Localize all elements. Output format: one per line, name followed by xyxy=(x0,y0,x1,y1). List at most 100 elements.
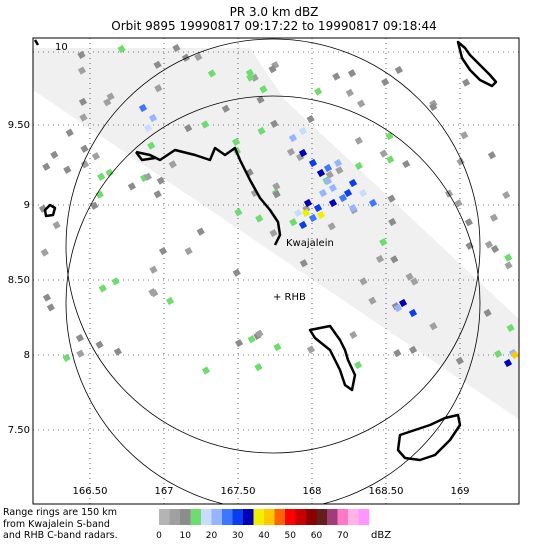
lon-tick-167: 167 xyxy=(154,486,173,497)
echo-pixel xyxy=(63,165,72,174)
range-ring-note-line3: and RHB C-band radars. xyxy=(3,530,118,541)
lat-tick-8.50: 8.50 xyxy=(8,275,30,286)
colorbar-swatch xyxy=(169,509,181,525)
echo-pixel xyxy=(328,198,338,208)
echo-pixel xyxy=(410,277,419,286)
echo-pixel xyxy=(97,172,106,181)
colorbar-tick-label: 50 xyxy=(285,531,297,541)
grid-lines xyxy=(33,38,519,504)
echo-pixel xyxy=(460,131,469,140)
echo-pixel xyxy=(95,340,104,349)
echo-pixel xyxy=(80,160,90,169)
echo-pixel xyxy=(354,360,363,370)
coastlines xyxy=(33,39,498,462)
echo-pixel xyxy=(105,168,114,177)
echo-pixel xyxy=(50,150,59,159)
colorbar-swatch xyxy=(295,509,307,525)
echo-pixel xyxy=(316,210,326,220)
echo-pixel xyxy=(52,221,61,230)
echo-pixel xyxy=(338,193,348,203)
colorbar-tick-label: 30 xyxy=(232,531,244,541)
colorbar-swatch xyxy=(285,509,296,525)
echo-pixel xyxy=(506,323,515,333)
echo-pixel xyxy=(454,199,463,208)
echo-pixel xyxy=(273,343,282,352)
echo-pixel xyxy=(343,188,353,198)
echo-pixel xyxy=(306,114,315,124)
echo-pixel xyxy=(62,353,71,363)
echo-pixel xyxy=(301,208,311,218)
echo-pixel xyxy=(245,68,255,77)
echo-pixel xyxy=(368,296,377,305)
echo-pixel xyxy=(42,162,51,171)
echo-pixel xyxy=(42,293,52,302)
echo-pixel xyxy=(503,358,513,368)
lon-tick-168.50: 168.50 xyxy=(369,486,404,497)
echo-pixel xyxy=(348,203,358,213)
echo-pixel xyxy=(303,198,313,208)
echo-pixel xyxy=(207,69,217,78)
echo-pixel xyxy=(269,228,278,238)
echo-pixel xyxy=(143,123,153,133)
colorbar-swatch xyxy=(180,509,191,525)
echo-pixel xyxy=(153,190,162,199)
echo-pixel xyxy=(394,65,403,75)
lat-tick-9: 9 xyxy=(24,200,30,211)
echo-pixel xyxy=(254,363,263,372)
echo-pixel xyxy=(489,213,499,222)
echo-pixel xyxy=(78,97,88,106)
echo-pixel xyxy=(259,85,268,94)
echo-pixel xyxy=(347,69,357,78)
echo-pixel xyxy=(318,188,328,198)
echo-pixel xyxy=(402,159,411,169)
echo-pixel xyxy=(168,160,177,169)
echo-pixel xyxy=(154,84,163,93)
echo-pixel xyxy=(184,247,193,256)
echo-pixel xyxy=(393,349,402,358)
echo-pixel xyxy=(255,329,264,338)
dbz-colorbar xyxy=(159,509,370,525)
echo-pixel xyxy=(298,220,308,230)
echo-pixel xyxy=(504,253,513,262)
lon-tick-166.50: 166.50 xyxy=(73,486,108,497)
echo-pixel xyxy=(375,254,385,264)
lon-tick-167.50: 167.50 xyxy=(221,486,256,497)
echo-pixel xyxy=(153,60,162,69)
colorbar-tick-label: 0 xyxy=(156,531,162,541)
orbit-subtitle: Orbit 9895 19990817 09:17:22 to 19990817… xyxy=(111,19,437,33)
echo-pixel xyxy=(231,137,241,146)
wotho-atoll xyxy=(456,40,498,88)
echo-pixel xyxy=(106,92,115,101)
echo-pixel xyxy=(487,151,497,160)
colorbar-swatch xyxy=(358,509,370,525)
echo-pixel xyxy=(148,113,158,123)
echo-pixel xyxy=(325,170,334,179)
kwajalein-label: Kwajalein xyxy=(286,238,334,249)
colorbar-swatch xyxy=(232,509,244,525)
kwajalein-atoll xyxy=(135,146,282,246)
echo-pixel xyxy=(288,133,298,143)
namu-atoll xyxy=(396,413,462,462)
rhb-label: + RHB xyxy=(273,292,306,303)
echo-pixel xyxy=(247,335,256,344)
echo-pixel xyxy=(127,182,136,191)
colorbar-swatch xyxy=(316,509,328,525)
colorbar-tick-label: 10 xyxy=(180,531,192,541)
echo-pixel xyxy=(327,222,336,231)
colorbar-swatch xyxy=(159,509,170,525)
echo-pixel xyxy=(323,176,333,186)
echo-pixel xyxy=(255,214,264,223)
echo-pixel xyxy=(147,141,156,150)
echo-pixel xyxy=(256,95,265,104)
echo-pixel xyxy=(405,272,414,281)
echo-pixel xyxy=(335,166,344,175)
lat-tick-9.50: 9.50 xyxy=(8,120,30,131)
ujae-island xyxy=(43,203,57,218)
range-ring-note-line2: from Kwajalein S-band xyxy=(3,518,110,530)
echo-pixel xyxy=(387,194,396,203)
echo-pixel xyxy=(408,308,418,318)
echo-pixel xyxy=(138,103,148,113)
echo-pixel xyxy=(117,44,126,54)
colorbar-tick-label: 70 xyxy=(337,531,349,541)
echo-pixel xyxy=(158,246,168,256)
